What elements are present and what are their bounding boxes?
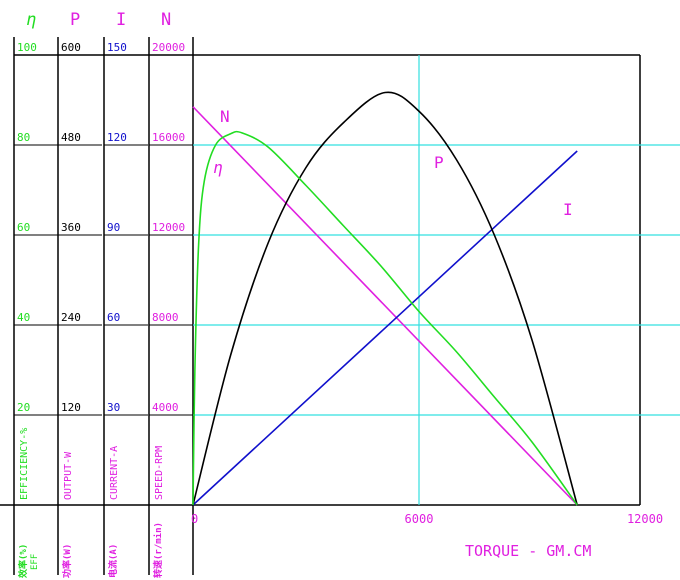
y-axes: η 100 80 60 40 20 EFFICIENCY-% 效率(%) EFF P 600 480 3… [14, 10, 193, 578]
axis-tick-label-eff: 40 [17, 311, 30, 324]
axis-cn-sublabel-eff: EFF [30, 554, 40, 570]
axis-symbol-spd: N [161, 10, 171, 30]
axis-cn-label-cur: 电流(A) [107, 544, 119, 578]
axis-tick-label-out: 360 [61, 221, 81, 234]
axis-tick-label-cur: 60 [107, 311, 120, 324]
axis-tick-label-spd: 12000 [152, 221, 185, 234]
series-lines [192, 91, 578, 506]
axis-cn-label-out: 功率(W) [61, 544, 73, 578]
axis-tick-label-cur: 120 [107, 131, 127, 144]
x-axis-label: TORQUE - GM.CM [465, 542, 591, 560]
chart-frame [0, 37, 641, 575]
axis-tick-label-eff: 20 [17, 401, 30, 414]
axis-label-eff: EFFICIENCY-% [19, 428, 30, 500]
axis-tick-label-spd: 16000 [152, 131, 185, 144]
axis-label-out: OUTPUT-W [63, 451, 74, 500]
axis-tick-label-cur: 30 [107, 401, 120, 414]
grid-lines [193, 55, 680, 505]
series-line-eta [192, 130, 578, 506]
series-line-N [192, 106, 578, 506]
axis-symbol-eff: η [26, 10, 36, 30]
series-label-N: N [220, 107, 230, 126]
axis-cn-label-eff: 效率(%) [17, 544, 29, 578]
series-label-eta: η [213, 158, 223, 177]
series-labels: N I Pη [213, 107, 573, 219]
axis-tick-label-eff: 100 [17, 41, 37, 54]
axis-tick-label-out: 480 [61, 131, 81, 144]
axis-tick-label-out: 120 [61, 401, 81, 414]
axis-cn-label-spd: 转速(r/min) [152, 522, 164, 578]
axis-tick-label-cur: 150 [107, 41, 127, 54]
series-line-P [192, 91, 578, 506]
axis-tick-label-spd: 8000 [152, 311, 179, 324]
x-tick-label: 12000 [627, 512, 663, 526]
series-label-P: P [434, 153, 444, 172]
axis-label-spd: SPEED-RPM [154, 446, 165, 500]
axis-symbol-cur: I [116, 10, 126, 30]
series-line-I [192, 150, 578, 506]
axis-tick-label-spd: 20000 [152, 41, 185, 54]
axis-tick-label-out: 240 [61, 311, 81, 324]
axis-tick-label-eff: 80 [17, 131, 30, 144]
axis-symbol-out: P [70, 10, 80, 30]
axis-tick-label-out: 600 [61, 41, 81, 54]
axis-tick-label-cur: 90 [107, 221, 120, 234]
axis-tick-label-eff: 60 [17, 221, 30, 234]
series-label-I: I [563, 200, 573, 219]
axis-label-cur: CURRENT-A [109, 446, 120, 500]
x-tick-label: 0 [191, 512, 198, 526]
axis-tick-label-spd: 4000 [152, 401, 179, 414]
x-tick-label: 6000 [405, 512, 434, 526]
x-axis: 0 6000 12000 TORQUE - GM.CM [191, 512, 663, 560]
